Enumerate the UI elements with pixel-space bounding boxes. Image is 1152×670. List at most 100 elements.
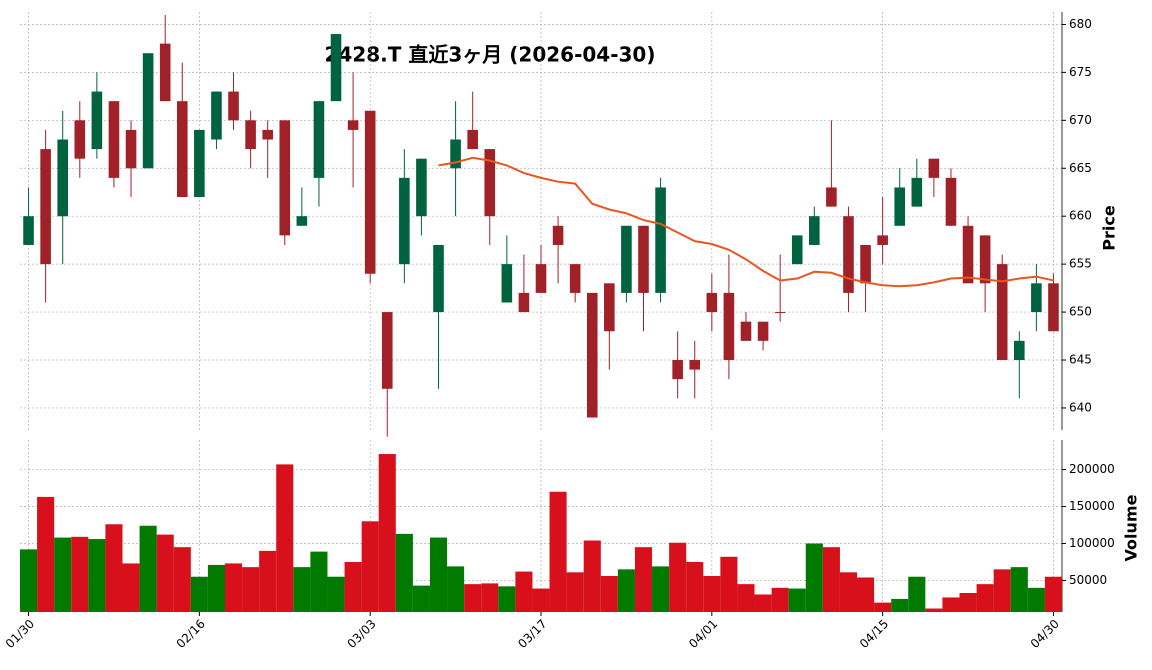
candle-body	[638, 225, 649, 293]
volume-bar	[993, 569, 1011, 612]
candle-body	[125, 129, 137, 169]
volume-bar	[1010, 567, 1028, 612]
candle-body	[296, 216, 308, 226]
volume-bar	[481, 583, 499, 612]
candle-body	[945, 177, 957, 226]
volume-bar	[20, 549, 38, 612]
volume-bar	[105, 524, 123, 612]
candle-body	[809, 216, 820, 245]
chart-title: 2428.T 直近3ヶ月 (2026-04-30)	[325, 43, 656, 67]
y-tick-label: 50000	[1069, 573, 1107, 587]
volume-bar	[259, 550, 277, 612]
volume-bar	[207, 564, 225, 612]
candle-body	[843, 216, 854, 293]
volume-bar	[515, 571, 533, 612]
candle-body	[450, 139, 461, 169]
volume-bar	[669, 542, 687, 612]
volume-bar	[617, 569, 635, 612]
volume-bar	[242, 567, 260, 612]
volume-bar	[549, 491, 567, 612]
candle-body	[194, 129, 205, 198]
candle-body	[826, 187, 837, 207]
candle-body	[723, 292, 735, 361]
x-tick-label: 04/01	[686, 617, 720, 651]
candle-body	[518, 292, 530, 313]
candle-body	[621, 225, 632, 293]
candle-body	[672, 360, 683, 380]
volume-bar	[412, 585, 430, 612]
y-tick-label: 660	[1069, 209, 1092, 223]
volume-bar	[156, 534, 174, 612]
volume-bar	[754, 594, 772, 612]
y-tick-label: 680	[1069, 17, 1092, 31]
candle-body	[484, 149, 496, 217]
candle-body	[501, 264, 513, 303]
y-tick-label: 655	[1069, 257, 1092, 271]
candle-body	[996, 264, 1008, 361]
volume-bar	[652, 566, 670, 612]
volume-bar	[600, 576, 618, 612]
candle-body	[911, 177, 923, 207]
volume-bar	[224, 563, 243, 612]
candle-body	[552, 225, 564, 245]
volume-bar	[720, 556, 738, 612]
volume-bar	[583, 540, 601, 612]
x-tick-label: 02/16	[174, 617, 208, 651]
volume-bar	[464, 584, 482, 612]
candle-body	[740, 321, 752, 341]
candle-body	[791, 235, 803, 265]
volume-bar	[857, 577, 875, 612]
candle-body	[40, 149, 51, 265]
candle-body	[467, 129, 478, 150]
y-tick-label: 650	[1069, 305, 1092, 319]
volume-bar	[1027, 587, 1045, 612]
candle-body	[1031, 283, 1042, 313]
candle-body	[176, 101, 188, 198]
volume-bar	[429, 537, 448, 612]
candle-body	[245, 120, 256, 150]
candle-body	[689, 360, 701, 370]
candle-body	[1048, 283, 1059, 332]
volume-bar	[771, 587, 789, 612]
volume-bar	[54, 537, 72, 612]
volume-bar	[976, 584, 994, 612]
volume-bar	[959, 593, 977, 612]
volume-bar	[71, 536, 89, 612]
candle-body	[108, 101, 120, 178]
volume-bar	[190, 576, 208, 612]
y-tick-label: 670	[1069, 113, 1092, 127]
volume-bar	[634, 547, 653, 612]
y-tick-label: 150000	[1069, 499, 1115, 513]
candle-body	[57, 139, 69, 217]
y-tick-label: 675	[1069, 65, 1092, 79]
volume-bar	[805, 543, 823, 612]
volume-bar	[344, 561, 362, 612]
volume-bar	[942, 597, 960, 612]
candle-body	[877, 235, 888, 245]
candle-body	[535, 264, 547, 293]
candle-body	[774, 312, 786, 314]
y-tick-label: 640	[1069, 400, 1092, 414]
volume-bar	[361, 521, 379, 612]
candle-body	[1013, 340, 1025, 361]
candle-body	[74, 120, 86, 159]
volume-bar	[737, 584, 755, 612]
volume-bar	[498, 586, 516, 612]
candle-body	[364, 110, 376, 274]
volume-bar	[1044, 576, 1062, 612]
candle-body	[860, 244, 871, 284]
candle-body	[655, 187, 666, 293]
volume-bar	[276, 464, 294, 612]
volume-bar	[139, 525, 157, 612]
x-tick-label: 04/30	[1028, 617, 1062, 651]
candle-body	[399, 177, 410, 265]
candle-body	[894, 187, 906, 226]
volume-bar	[395, 533, 413, 612]
candle-body	[279, 120, 291, 236]
candle-body	[159, 43, 171, 102]
y-axis-label: Price	[1100, 205, 1119, 251]
volume-bar	[122, 563, 140, 612]
candle-body	[757, 321, 769, 341]
candle-body	[91, 91, 103, 150]
